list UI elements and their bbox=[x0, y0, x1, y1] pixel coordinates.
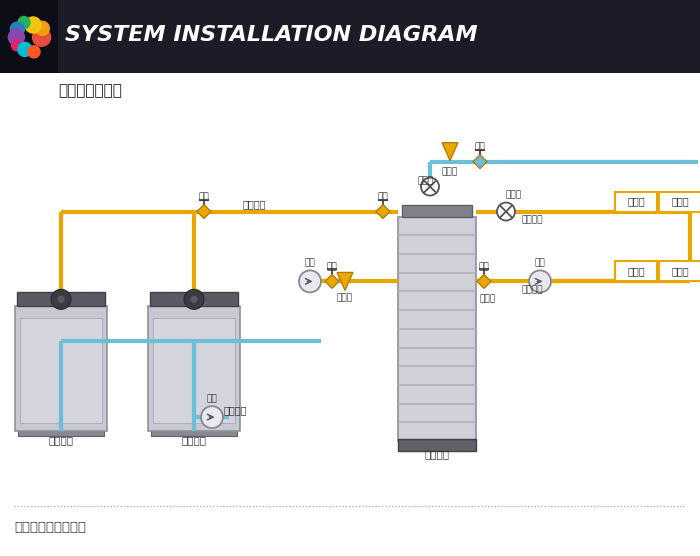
Text: 热水工程系统安装图: 热水工程系统安装图 bbox=[14, 522, 86, 534]
Text: 水泵: 水泵 bbox=[535, 259, 545, 267]
Text: 过滤阀: 过滤阀 bbox=[337, 294, 353, 302]
Polygon shape bbox=[442, 143, 458, 161]
Circle shape bbox=[529, 270, 551, 292]
Text: 用水点: 用水点 bbox=[671, 266, 689, 276]
Circle shape bbox=[25, 17, 41, 33]
Text: 用水点: 用水点 bbox=[627, 266, 645, 276]
Bar bbox=[398, 439, 476, 451]
Bar bbox=[151, 428, 237, 436]
Circle shape bbox=[184, 289, 204, 309]
Circle shape bbox=[12, 41, 22, 51]
Text: 储热水箘: 储热水箘 bbox=[424, 449, 449, 459]
Text: 热水机组: 热水机组 bbox=[181, 435, 206, 445]
Text: 球阀: 球阀 bbox=[327, 262, 337, 271]
Text: SYSTEM INSTALLATION DIAGRAM: SYSTEM INSTALLATION DIAGRAM bbox=[65, 25, 477, 45]
Polygon shape bbox=[376, 205, 390, 219]
Text: 球阀: 球阀 bbox=[475, 143, 485, 152]
Text: 用水点: 用水点 bbox=[627, 197, 645, 207]
Bar bbox=[148, 306, 240, 431]
Circle shape bbox=[421, 177, 439, 196]
Text: 电磁鄀: 电磁鄀 bbox=[418, 177, 434, 186]
Bar bbox=[615, 192, 657, 211]
Text: 排污口: 排污口 bbox=[480, 294, 496, 304]
Bar bbox=[402, 205, 472, 216]
Bar bbox=[150, 292, 238, 306]
Text: 水泵: 水泵 bbox=[304, 259, 316, 267]
Polygon shape bbox=[325, 275, 339, 289]
Text: 过滤阀: 过滤阀 bbox=[442, 167, 458, 177]
Circle shape bbox=[57, 295, 65, 304]
Text: 工程系统安装图: 工程系统安装图 bbox=[58, 83, 122, 98]
Text: 球阀: 球阀 bbox=[377, 192, 388, 202]
Bar bbox=[20, 319, 102, 423]
Text: 电磁鄀: 电磁鄀 bbox=[506, 191, 522, 200]
Bar bbox=[153, 319, 235, 423]
Circle shape bbox=[35, 21, 49, 36]
Circle shape bbox=[18, 17, 30, 28]
Circle shape bbox=[8, 29, 24, 45]
Polygon shape bbox=[477, 275, 491, 289]
Polygon shape bbox=[473, 155, 487, 168]
Bar bbox=[398, 216, 476, 441]
Circle shape bbox=[28, 46, 40, 58]
Bar bbox=[659, 261, 700, 281]
Bar bbox=[17, 292, 105, 306]
Text: 循环出水: 循环出水 bbox=[242, 200, 266, 210]
Circle shape bbox=[299, 270, 321, 292]
Text: 循环进水: 循环进水 bbox=[224, 405, 248, 415]
Text: 热水循环: 热水循环 bbox=[521, 216, 542, 225]
Bar bbox=[0, 0, 58, 73]
Circle shape bbox=[497, 202, 515, 221]
Bar bbox=[659, 192, 700, 211]
Text: 球阀: 球阀 bbox=[479, 262, 489, 271]
Circle shape bbox=[201, 406, 223, 428]
Circle shape bbox=[51, 289, 71, 309]
Bar bbox=[15, 306, 107, 431]
Polygon shape bbox=[337, 272, 353, 290]
Text: 热水机组: 热水机组 bbox=[48, 435, 74, 445]
Circle shape bbox=[190, 295, 198, 304]
Bar bbox=[18, 428, 104, 436]
Text: 水泵: 水泵 bbox=[206, 394, 218, 403]
Bar bbox=[615, 261, 657, 281]
Circle shape bbox=[33, 28, 50, 46]
Text: 热水循环: 热水循环 bbox=[521, 285, 542, 294]
Circle shape bbox=[10, 22, 25, 36]
Text: 用水点: 用水点 bbox=[671, 197, 689, 207]
Polygon shape bbox=[197, 205, 211, 219]
Circle shape bbox=[18, 42, 32, 56]
Text: 球阀: 球阀 bbox=[199, 192, 209, 202]
